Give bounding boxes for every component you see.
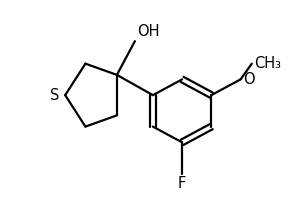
Text: CH₃: CH₃ [254, 56, 281, 71]
Text: O: O [243, 72, 254, 87]
Text: OH: OH [137, 24, 160, 39]
Text: F: F [178, 176, 186, 191]
Text: S: S [50, 88, 59, 103]
